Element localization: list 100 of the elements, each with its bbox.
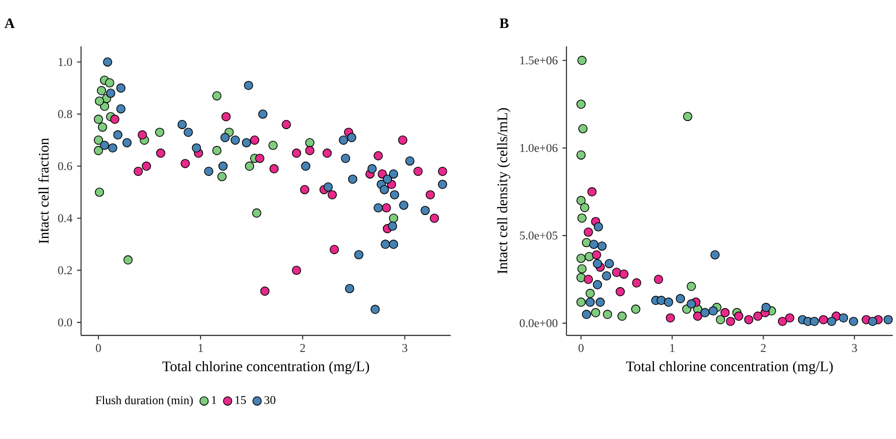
point (612, 268, 622, 277)
point (838, 313, 848, 323)
point (328, 190, 337, 200)
point (380, 240, 390, 249)
point (268, 140, 278, 150)
point (180, 158, 190, 168)
point (338, 135, 348, 145)
point (596, 298, 605, 307)
point (382, 203, 391, 212)
point (589, 240, 598, 249)
point (100, 140, 110, 150)
point (212, 91, 222, 100)
point (592, 280, 602, 290)
point (584, 227, 593, 237)
point (382, 174, 392, 184)
point (390, 190, 400, 200)
point (204, 166, 214, 176)
point (827, 316, 836, 326)
y-tick-label: 0.4 (58, 214, 72, 222)
x-tick-label: 3 (852, 344, 857, 352)
point (322, 148, 332, 158)
y-axis-title: Intact cell density (cells/mL) (497, 108, 510, 274)
point (587, 187, 597, 196)
point (405, 156, 414, 166)
chart-title: A (4, 18, 15, 28)
point (700, 308, 710, 318)
point (591, 308, 600, 318)
point (388, 169, 398, 179)
point (413, 166, 423, 176)
point (576, 100, 586, 109)
point (578, 124, 588, 134)
point (720, 308, 730, 318)
point (576, 254, 586, 263)
point (594, 222, 603, 232)
point (300, 184, 310, 194)
point (631, 304, 640, 314)
point (708, 306, 718, 316)
point (113, 130, 122, 140)
point (576, 273, 586, 282)
point (374, 151, 383, 160)
point (96, 86, 106, 96)
legend-label: 1 (212, 396, 216, 404)
point (218, 162, 228, 171)
point (345, 284, 354, 294)
point (753, 312, 762, 321)
chart-title: B (500, 18, 509, 28)
point (388, 240, 398, 249)
point (438, 180, 448, 189)
point (616, 287, 625, 296)
point (710, 250, 720, 260)
point (388, 214, 398, 223)
point (388, 221, 398, 231)
point (212, 146, 222, 156)
y-axis-title: Intact cell fraction (38, 138, 49, 244)
point (292, 148, 302, 158)
point (632, 278, 642, 288)
point (217, 172, 227, 182)
point (282, 120, 291, 130)
point (617, 312, 627, 321)
point (110, 114, 120, 124)
point (244, 162, 254, 171)
point (305, 146, 314, 156)
point (116, 104, 126, 114)
point (347, 132, 356, 142)
point (716, 315, 726, 324)
point (654, 274, 664, 284)
point (584, 274, 593, 284)
y-tick-label: 1.0 (58, 58, 72, 66)
y-tick-label: 0.8 (58, 110, 72, 118)
point (252, 208, 262, 218)
point (242, 138, 252, 148)
point (348, 174, 358, 184)
point (604, 258, 614, 268)
point (354, 250, 364, 260)
x-tick-label: 3 (402, 344, 408, 352)
point (576, 196, 586, 206)
point (301, 162, 310, 171)
x-tick-label: 0 (578, 344, 584, 352)
y-tick-label: 5.0e+05 (520, 232, 558, 240)
legend-title: Flush duration (min) (96, 396, 193, 407)
point (305, 138, 314, 148)
point (734, 312, 744, 321)
point (258, 109, 268, 119)
point (868, 316, 878, 326)
x-tick-label: 1 (198, 344, 203, 352)
point (848, 316, 858, 326)
point (123, 255, 133, 265)
point (778, 316, 788, 326)
point (367, 164, 377, 174)
legend-label: 30 (264, 396, 276, 404)
y-tick-label: 1.5e+06 (520, 56, 558, 64)
point (94, 96, 104, 106)
point (94, 146, 104, 156)
point (116, 83, 126, 93)
point (330, 244, 339, 254)
point (577, 264, 587, 274)
point (221, 112, 231, 122)
point (592, 258, 602, 268)
x-tick-label: 0 (96, 344, 101, 352)
x-axis-title: Total chlorine concentration (mg/L) (162, 361, 370, 374)
